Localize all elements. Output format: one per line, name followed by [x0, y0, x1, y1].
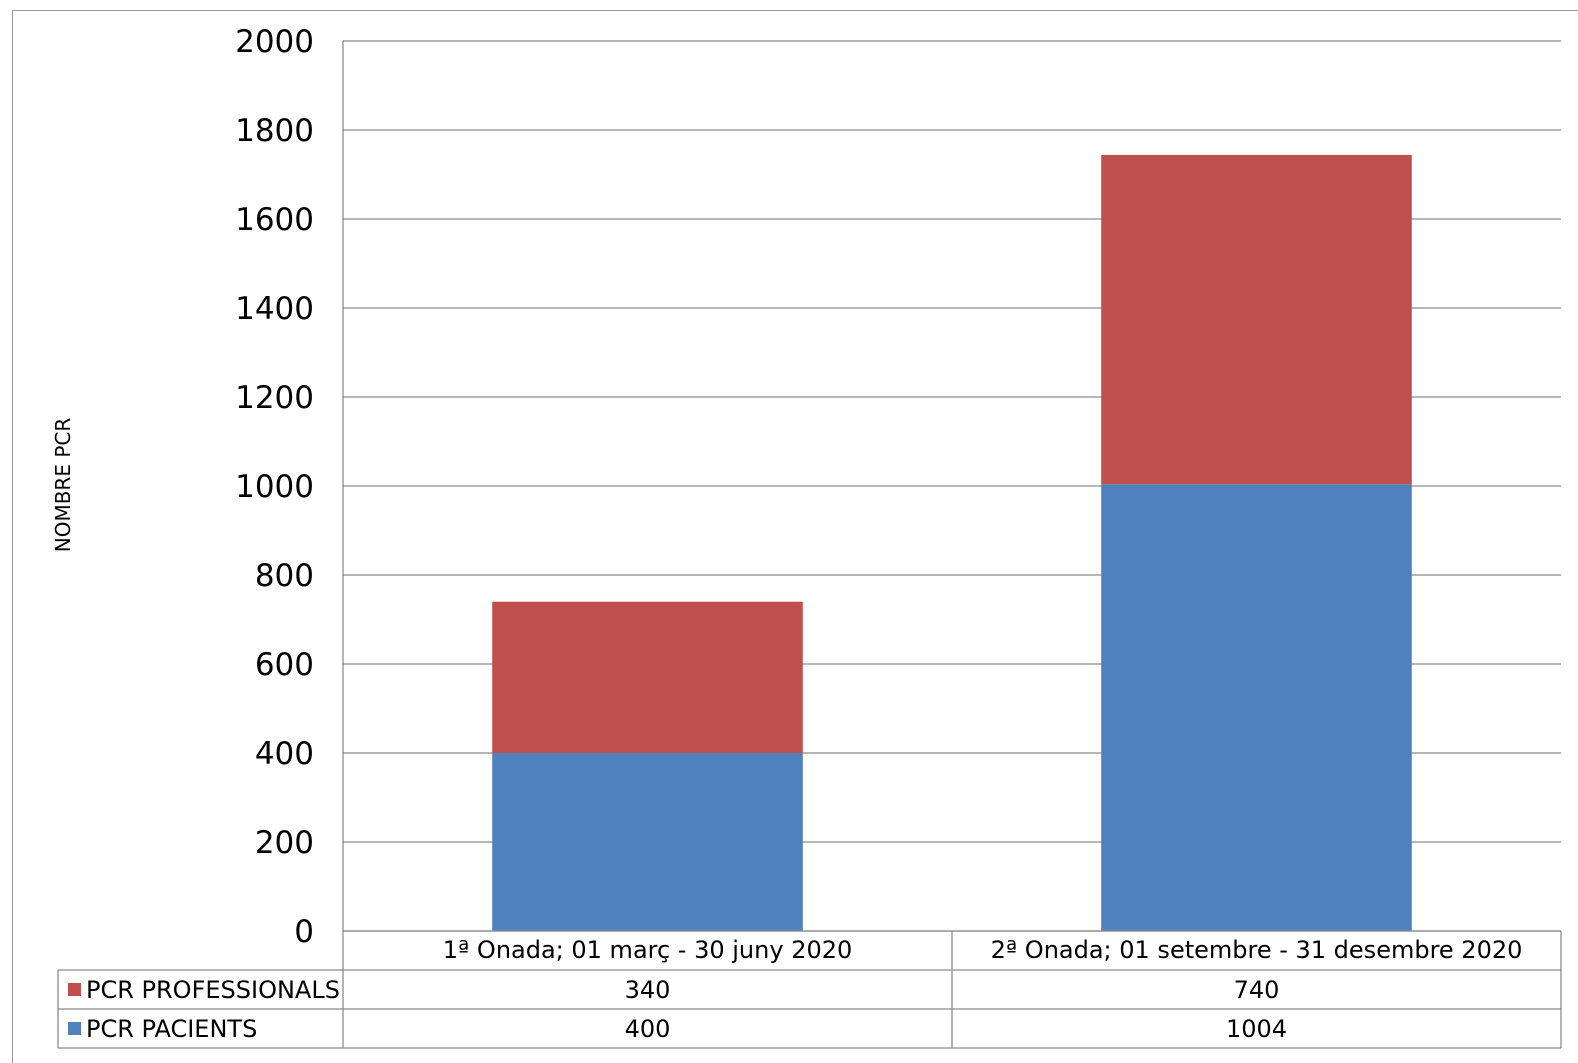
table-value: 740	[1234, 976, 1280, 1004]
legend-label: PCR PROFESSIONALS	[86, 976, 340, 1004]
legend-label: PCR PACIENTS	[86, 1015, 257, 1043]
legend-key-pcr-pacients	[68, 1022, 81, 1035]
table-value: 1004	[1226, 1015, 1287, 1043]
y-tick-label: 200	[255, 825, 314, 861]
y-tick-label: 600	[255, 647, 314, 683]
y-tick-label: 1400	[235, 291, 314, 327]
y-axis-ticks: 0 200 400 600 800 1000 1200 1400 1600 1800 2000	[235, 24, 314, 950]
bar-pcr-professionals-2	[1101, 154, 1412, 485]
y-tick-label: 1000	[235, 469, 314, 505]
data-table: 1ª Onada; 01 març - 30 juny 2020 2ª Onada…	[57, 930, 1562, 1049]
legend-key-pcr-professionals	[68, 983, 81, 996]
y-tick-label: 1600	[235, 202, 314, 238]
bar-pcr-pacients-2	[1101, 484, 1412, 931]
y-tick-label: 2000	[235, 24, 314, 60]
table-value: 400	[625, 1015, 671, 1043]
category-label: 2ª Onada; 01 setembre - 31 desembre 2020	[991, 936, 1523, 964]
y-axis-label: NOMBRE PCR	[51, 418, 75, 553]
bars	[492, 154, 1412, 931]
category-label: 1ª Onada; 01 març - 30 juny 2020	[443, 936, 853, 964]
y-tick-label: 800	[255, 558, 314, 594]
chart-frame	[12, 10, 1578, 1063]
bar-pcr-professionals-1	[492, 601, 803, 753]
y-tick-label: 1800	[235, 113, 314, 149]
table-value: 340	[625, 976, 671, 1004]
y-tick-label: 1200	[235, 380, 314, 416]
y-tick-label: 0	[294, 914, 314, 950]
y-tick-label: 400	[255, 736, 314, 772]
bar-pcr-pacients-1	[492, 753, 803, 931]
